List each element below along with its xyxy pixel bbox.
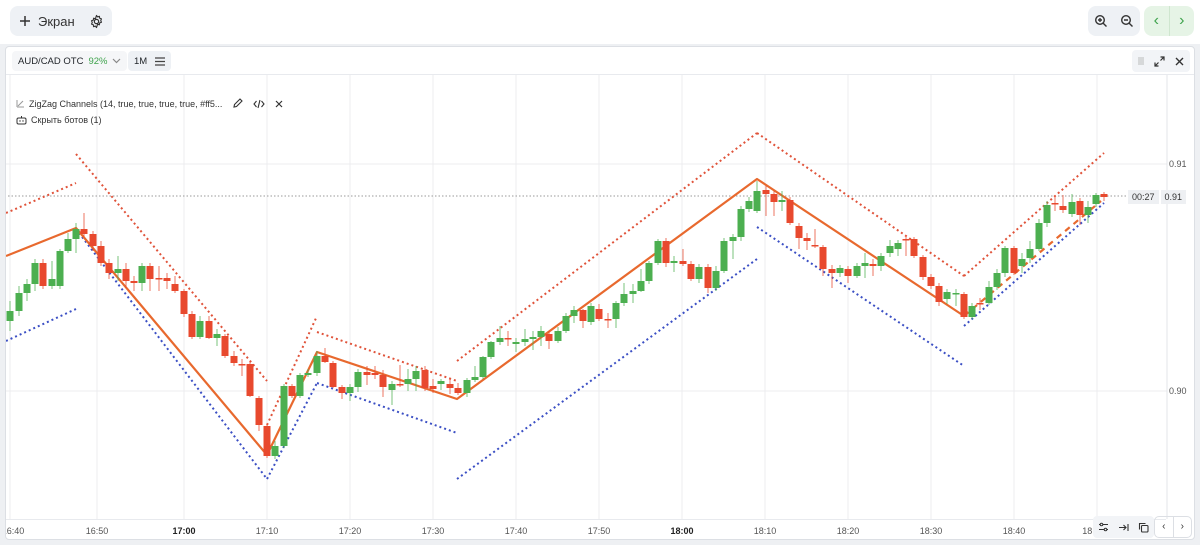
payout-percent: 92% <box>88 55 108 67</box>
plus-icon <box>18 14 32 28</box>
timeframe-selector[interactable]: 1M <box>128 51 172 71</box>
indicator-legend: ZigZag Channels (14, true, true, true, t… <box>16 98 283 109</box>
chevron-down-icon <box>112 58 121 64</box>
symbol-selector[interactable]: AUD/CAD OTC 92% <box>12 51 128 71</box>
time-tick: 17:50 <box>587 526 611 536</box>
current-price: 0.91 <box>1160 190 1187 204</box>
screen-label: Экран <box>38 13 75 29</box>
window-controls <box>1132 50 1190 72</box>
time-tick: 17:40 <box>504 526 528 536</box>
zoom-controls <box>1088 6 1140 36</box>
hide-bots-label: Скрыть ботов (1) <box>31 115 102 125</box>
next-button[interactable]: › <box>1179 12 1185 29</box>
chart-panel-header: AUD/CAD OTC 92% 1M <box>6 47 1194 75</box>
zoom-out-icon[interactable] <box>1120 14 1134 28</box>
candle-countdown: 00:27 <box>1128 190 1159 204</box>
time-tick: 18:30 <box>919 526 943 536</box>
time-tick: 18:40 <box>1002 526 1026 536</box>
chart-scroll-nav: ‹ › <box>1154 516 1192 538</box>
menu-icon[interactable] <box>155 56 166 66</box>
price-label-091: 0.91 <box>1169 159 1187 169</box>
scroll-left-button[interactable]: ‹ <box>1155 517 1174 537</box>
current-price-marker: 00:27 0.91 <box>1128 190 1188 204</box>
add-screen-button[interactable]: Экран <box>10 6 112 36</box>
scroll-to-end-icon[interactable] <box>1118 523 1129 532</box>
close-icon[interactable] <box>1175 57 1184 66</box>
candlestick-chart[interactable] <box>6 75 1194 519</box>
time-tick: 18:00 <box>670 526 694 536</box>
chart-panel: AUD/CAD OTC 92% 1M Z <box>5 46 1195 540</box>
edit-icon[interactable] <box>232 98 244 109</box>
time-tick: 17:00 <box>172 526 196 536</box>
price-label-090: 0.90 <box>1169 386 1187 396</box>
code-icon[interactable] <box>253 99 266 109</box>
copy-icon[interactable] <box>1138 522 1149 533</box>
history-nav: ‹ › <box>1144 6 1194 36</box>
time-tick: 18:10 <box>753 526 777 536</box>
scroll-right-button[interactable]: › <box>1180 521 1184 532</box>
time-tick: 16:50 <box>85 526 109 536</box>
top-toolbar: Экран ‹ › <box>0 0 1200 44</box>
zoom-in-icon[interactable] <box>1094 14 1108 28</box>
hide-bots-toggle[interactable]: Скрыть ботов (1) <box>16 115 102 125</box>
symbol-name: AUD/CAD OTC <box>18 55 84 67</box>
time-tick: 16:40 <box>6 526 25 536</box>
indicator-label: ZigZag Channels (14, true, true, true, t… <box>29 98 223 109</box>
indicator-icon <box>16 99 25 108</box>
time-tick: 18:20 <box>836 526 860 536</box>
gear-icon[interactable] <box>89 14 104 29</box>
time-tick: 17:10 <box>255 526 279 536</box>
timeframe-label: 1M <box>134 55 148 67</box>
expand-icon[interactable] <box>1154 55 1165 67</box>
remove-indicator-icon[interactable] <box>275 100 283 108</box>
time-tick: 17:20 <box>338 526 362 536</box>
prev-button[interactable]: ‹ <box>1144 6 1170 36</box>
time-tick: 17:30 <box>421 526 445 536</box>
time-axis[interactable]: 16:40 16:50 17:00 17:10 17:20 17:30 17:40 17:50… <box>6 519 1166 539</box>
chart-bottom-tools <box>1093 516 1154 538</box>
time-tick: 18:5 <box>1082 526 1100 536</box>
settings-sliders-icon[interactable] <box>1098 522 1109 532</box>
drag-handle-icon[interactable] <box>1138 57 1144 66</box>
bot-icon <box>16 115 27 125</box>
